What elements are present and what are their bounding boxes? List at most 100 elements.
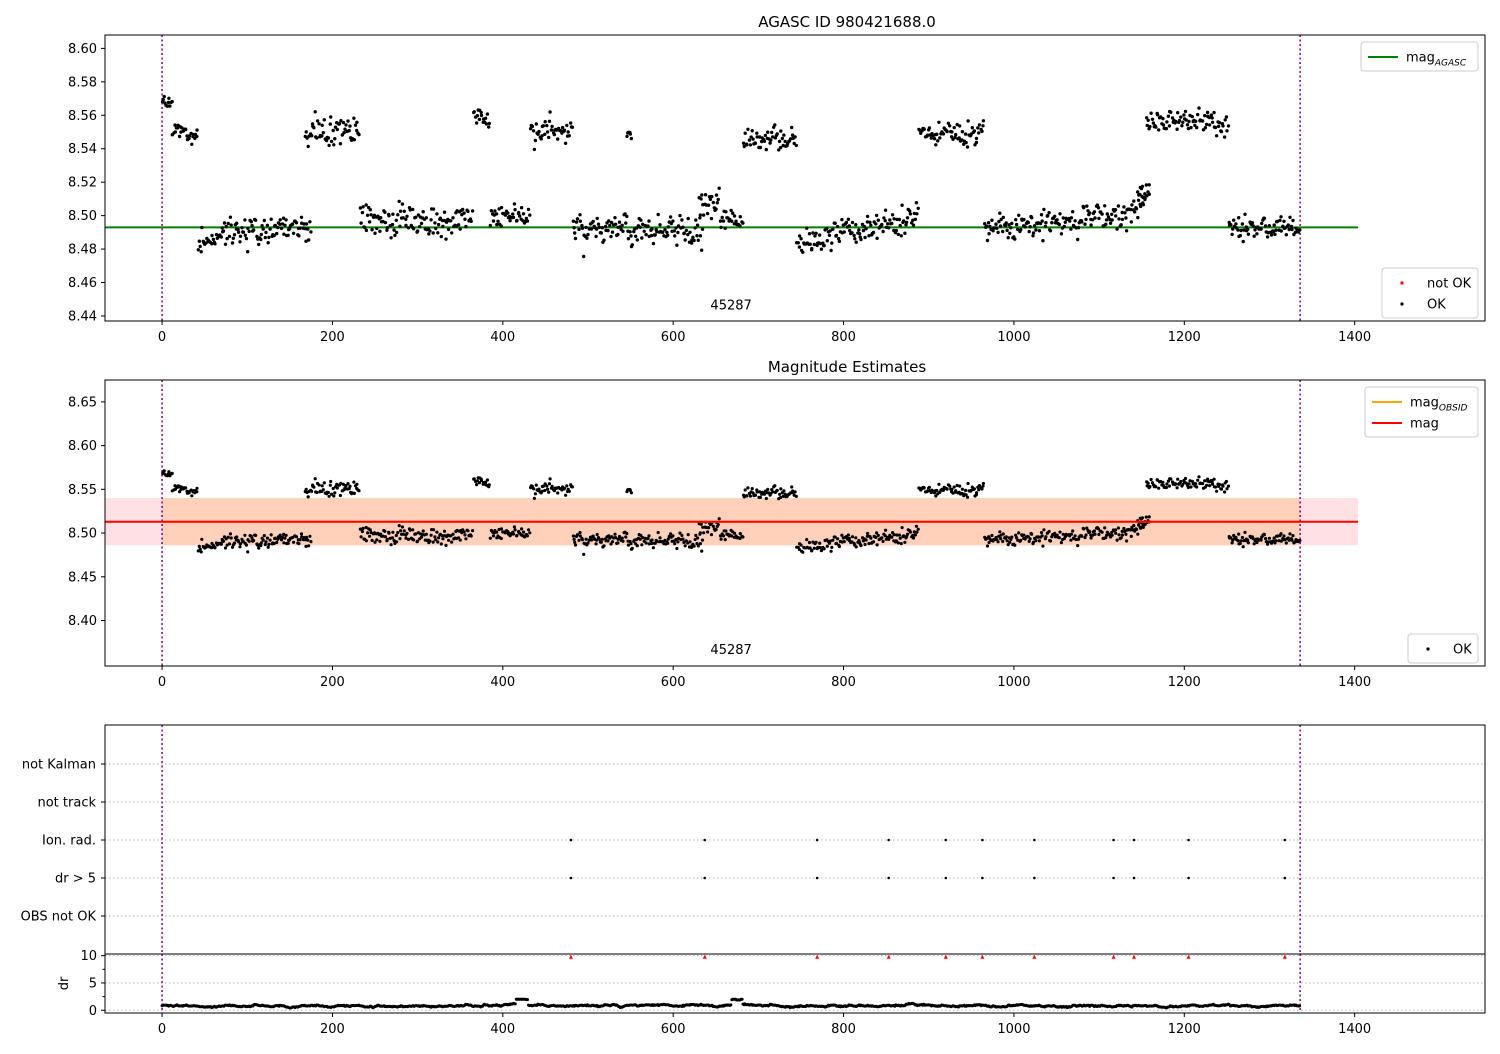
panel1-ok-point bbox=[392, 539, 396, 543]
panel3-dr-point bbox=[526, 998, 529, 1002]
panel1-ok-point bbox=[1123, 530, 1127, 534]
panel1-ok-point bbox=[638, 537, 642, 541]
panel0-ok-point bbox=[668, 215, 673, 219]
panel0-ok-point bbox=[591, 219, 595, 224]
panel0-ok-point bbox=[278, 218, 282, 222]
panel1-ok-point bbox=[1246, 538, 1250, 542]
panel1-ok-point bbox=[327, 494, 331, 498]
panel0-ok-point bbox=[267, 235, 271, 240]
panel1-ok-point bbox=[702, 531, 706, 535]
panel0-ok-point bbox=[777, 139, 782, 144]
panel1-ok-point bbox=[541, 484, 546, 488]
panel0-ok-point bbox=[626, 237, 631, 241]
legend-label-text: mag bbox=[1410, 396, 1439, 411]
panel1-ok-point bbox=[595, 532, 599, 537]
panel0-ok-point bbox=[629, 136, 634, 141]
panel1-ok-point bbox=[865, 534, 870, 538]
panel0-ok-point bbox=[883, 208, 888, 212]
panel1-ok-point bbox=[688, 540, 692, 544]
panel0-ok-point bbox=[545, 123, 549, 128]
panel0-ok-point bbox=[1232, 218, 1236, 222]
panel0-ok-point bbox=[914, 201, 919, 205]
panel0-ok-point bbox=[1042, 207, 1046, 212]
panel1-ok-point bbox=[338, 493, 342, 498]
panel0-ok-point bbox=[811, 231, 815, 235]
panel0-ok-point bbox=[1142, 195, 1147, 200]
panel1-ok-point bbox=[1267, 536, 1271, 540]
panel1-ok-point bbox=[237, 540, 241, 544]
panel1-ok-point bbox=[1115, 538, 1119, 542]
panel0-ok-point bbox=[332, 143, 336, 147]
panel0-ok-point bbox=[834, 233, 839, 238]
panel1-ok-point bbox=[254, 533, 258, 538]
panel1-ok-point bbox=[394, 533, 398, 538]
panel0-ok-point bbox=[695, 223, 700, 227]
panel1-ok-point bbox=[833, 535, 837, 539]
panel0-ok-point bbox=[1187, 119, 1191, 124]
panel1-ok-point bbox=[864, 538, 868, 542]
panel0-ok-point bbox=[359, 221, 363, 225]
panel0-ok-point bbox=[321, 131, 325, 135]
panel0-ok-point bbox=[1229, 223, 1233, 227]
panel0-ok-point bbox=[489, 209, 494, 213]
panel1-ok-point bbox=[1096, 527, 1101, 531]
panel0-ok-point bbox=[900, 203, 904, 207]
panel1-ok-point bbox=[948, 484, 952, 488]
panel0-legend-label: not OK bbox=[1427, 277, 1472, 292]
panel0-ok-point bbox=[506, 211, 510, 215]
panel0-ok-point bbox=[565, 123, 569, 128]
panel0-ok-point bbox=[299, 215, 304, 219]
panel1-ok-point bbox=[922, 486, 926, 490]
panel1-ok-point bbox=[966, 481, 970, 486]
panel1-ok-point bbox=[828, 539, 832, 543]
panel1-ok-point bbox=[339, 481, 343, 485]
panel0-ok-point bbox=[689, 241, 694, 245]
panel0-ok-point bbox=[184, 127, 188, 132]
panel1-ok-point bbox=[1197, 475, 1201, 479]
panel0-ok-point bbox=[266, 241, 270, 245]
panel0-ok-point bbox=[1132, 199, 1136, 203]
panel0-ok-point bbox=[428, 229, 432, 233]
panel0-ok-point bbox=[998, 224, 1003, 228]
panel1-ok-point bbox=[1088, 530, 1092, 534]
panel0-ok-point bbox=[1207, 123, 1212, 127]
panel0-ok-point bbox=[1157, 128, 1161, 132]
panel1-ok-point bbox=[303, 538, 307, 542]
panel0-ok-point bbox=[1183, 109, 1188, 114]
panel1-ok-point bbox=[383, 529, 387, 533]
panel0-ok-point bbox=[1169, 110, 1173, 114]
panel1-ok-point bbox=[264, 540, 268, 544]
panel0-ok-point bbox=[1133, 210, 1137, 214]
panel1-ok-point bbox=[1074, 537, 1078, 542]
panel1-ok-point bbox=[1089, 536, 1093, 540]
panel1-ok-point bbox=[475, 483, 479, 487]
panel1-ok-point bbox=[980, 487, 984, 491]
panel0-ok-point bbox=[161, 98, 165, 102]
panel1-ok-point bbox=[398, 537, 402, 541]
panel1-ok-point bbox=[681, 537, 685, 541]
panel0-ok-point bbox=[537, 129, 541, 134]
panel0-ok-point bbox=[852, 233, 856, 238]
panel0-ok-point bbox=[899, 234, 903, 238]
panel0-ok-point bbox=[1104, 218, 1109, 222]
panel1-ok-point bbox=[1242, 539, 1246, 543]
panel1-ok-point bbox=[357, 489, 361, 493]
panel0-ok-point bbox=[1203, 126, 1208, 130]
panel0-ok-point bbox=[290, 222, 295, 226]
panel0-ok-point bbox=[596, 222, 601, 226]
panel1-ok-point bbox=[266, 545, 270, 549]
panel0-ok-point bbox=[547, 119, 552, 124]
panel0-ok-point bbox=[352, 116, 356, 120]
panel1-ok-point bbox=[292, 540, 296, 544]
panel1-ok-point bbox=[458, 538, 462, 542]
panel1-ok-point bbox=[1229, 536, 1233, 540]
panel1-ok-point bbox=[1125, 539, 1129, 543]
panel0-ok-point bbox=[720, 215, 724, 220]
panel1-ok-point bbox=[359, 535, 363, 539]
panel1-ok-point bbox=[344, 484, 348, 488]
panel1-ok-point bbox=[1034, 539, 1038, 543]
panel0-x-tick-label: 400 bbox=[490, 330, 515, 345]
panel0-ok-point bbox=[871, 230, 876, 235]
panel0-ok-point bbox=[966, 119, 970, 123]
panel1-ok-point bbox=[429, 533, 433, 537]
